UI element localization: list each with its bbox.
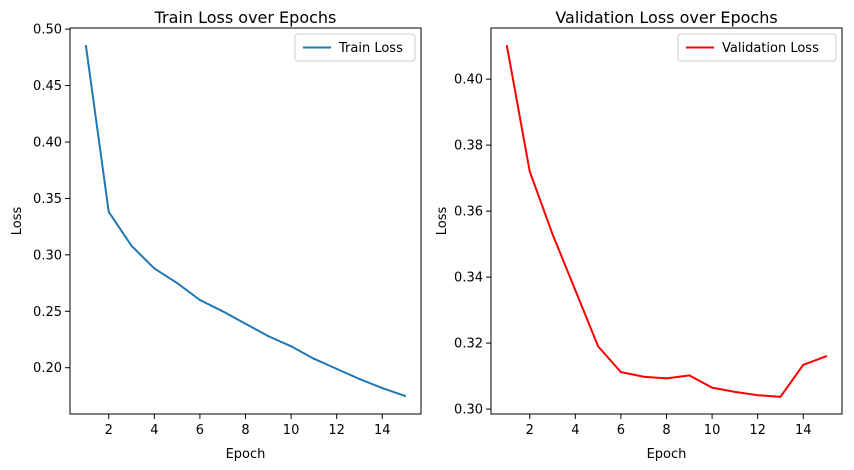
train-data-point [84, 45, 87, 48]
train-data-point [312, 357, 315, 360]
validation-x-tick-label: 14 [795, 423, 812, 438]
validation-loss-chart: Validation Loss over Epochs 2 4 6 8 10 12 14 0.3… [435, 8, 843, 462]
validation-x-tick-label: 2 [526, 423, 534, 438]
validation-y-axis-label: Loss [435, 207, 450, 236]
validation-data-point [505, 45, 508, 48]
train-data-point [198, 299, 201, 302]
validation-x-tick-label: 4 [571, 423, 579, 438]
train-chart-title: Train Loss over Epochs [154, 8, 337, 27]
validation-y-tick-label: 0.32 [454, 337, 483, 352]
train-legend-label: Train Loss [338, 41, 403, 56]
validation-x-tick-label: 10 [704, 423, 721, 438]
validation-data-point [665, 377, 668, 380]
train-y-tick-label: 0.35 [33, 192, 62, 207]
train-x-tick-label: 2 [105, 423, 113, 438]
validation-x-tick-label: 6 [617, 423, 625, 438]
train-data-point [267, 335, 270, 338]
train-data-point [153, 267, 156, 270]
train-data-point [107, 210, 110, 213]
train-x-tick-label: 8 [241, 423, 249, 438]
train-x-tick-label: 10 [283, 423, 300, 438]
train-axes-frame [69, 27, 422, 415]
train-y-tick-label: 0.20 [33, 361, 62, 376]
train-data-point [130, 244, 133, 247]
train-x-tick-label: 12 [328, 423, 345, 438]
train-y-tick-label: 0.25 [33, 305, 62, 320]
train-data-point [358, 378, 361, 381]
train-data-point [221, 310, 224, 313]
validation-y-tick-label: 0.30 [454, 403, 483, 418]
validation-data-point [551, 233, 554, 236]
train-y-axis-label: Loss [10, 207, 25, 236]
train-y-tick-label: 0.45 [33, 79, 62, 94]
train-loss-chart: Train Loss over Epochs 2 4 6 8 10 12 14 0.20 0.25… [10, 8, 422, 462]
train-data-point [176, 282, 179, 285]
train-data-point [335, 367, 338, 370]
train-data-point [381, 387, 384, 390]
validation-data-point [802, 363, 805, 366]
train-y-tick-label: 0.30 [33, 248, 62, 263]
validation-data-point [779, 395, 782, 398]
validation-y-tick-label: 0.40 [454, 73, 483, 88]
train-x-tick-label: 6 [196, 423, 204, 438]
validation-data-point [756, 394, 759, 397]
train-x-axis-label: Epoch [226, 447, 266, 462]
validation-data-point [711, 386, 714, 389]
validation-x-axis-label: Epoch [647, 447, 687, 462]
validation-data-point [688, 374, 691, 377]
train-data-point [290, 345, 293, 348]
validation-data-point [619, 371, 622, 374]
validation-axes-frame [490, 27, 843, 415]
validation-y-tick-label: 0.36 [454, 205, 483, 220]
validation-data-point [733, 390, 736, 393]
train-y-tick-label: 0.50 [33, 23, 62, 38]
train-x-tick-label: 14 [374, 423, 391, 438]
validation-data-point [528, 170, 531, 173]
validation-legend-label: Validation Loss [722, 41, 819, 56]
validation-data-point [642, 375, 645, 378]
validation-chart-title: Validation Loss over Epochs [555, 8, 777, 27]
train-y-tick-label: 0.40 [33, 135, 62, 150]
train-data-point [404, 394, 407, 397]
validation-data-point [574, 289, 577, 292]
train-x-tick-label: 4 [150, 423, 158, 438]
validation-data-point [825, 355, 828, 358]
validation-y-tick-label: 0.38 [454, 139, 483, 154]
validation-x-tick-label: 12 [749, 423, 766, 438]
validation-legend [677, 33, 837, 62]
validation-data-point [597, 345, 600, 348]
train-data-point [244, 322, 247, 325]
validation-y-tick-label: 0.34 [454, 271, 483, 286]
validation-x-tick-label: 8 [662, 423, 670, 438]
train-legend [294, 33, 416, 62]
